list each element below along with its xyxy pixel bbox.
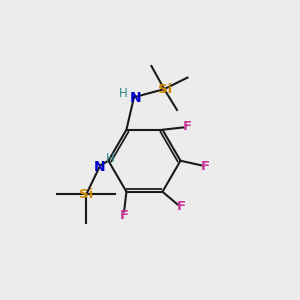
Text: F: F xyxy=(201,160,210,173)
Text: Si: Si xyxy=(158,82,172,96)
Text: H: H xyxy=(118,87,127,100)
Text: F: F xyxy=(183,120,192,133)
Text: F: F xyxy=(177,200,186,213)
Text: Si: Si xyxy=(79,188,94,201)
Text: N: N xyxy=(93,160,105,173)
Text: H: H xyxy=(106,152,115,165)
Text: N: N xyxy=(129,92,141,105)
Text: F: F xyxy=(120,208,129,222)
